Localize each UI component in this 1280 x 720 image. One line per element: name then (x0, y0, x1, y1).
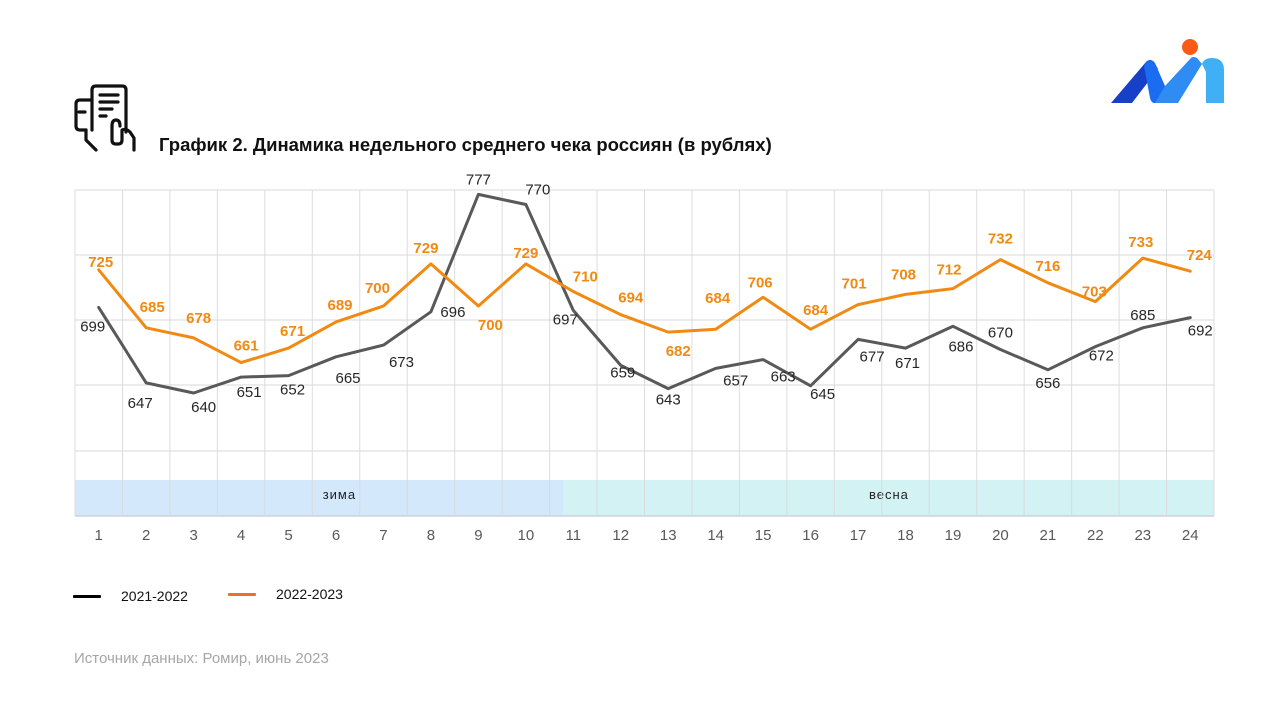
data-label: 651 (237, 384, 262, 401)
x-tick-label: 1 (95, 527, 103, 544)
logo-dot-icon (1182, 39, 1198, 55)
data-label: 700 (365, 280, 390, 297)
x-tick-label: 22 (1087, 527, 1104, 544)
x-tick-label: 16 (802, 527, 819, 544)
data-label: 710 (573, 269, 598, 286)
x-tick-label: 4 (237, 527, 245, 544)
x-tick-label: 7 (379, 527, 387, 544)
data-label: 706 (748, 274, 773, 291)
data-label: 689 (328, 297, 353, 314)
series-line-2022-2023 (97, 256, 1192, 365)
data-label: 682 (666, 343, 691, 360)
data-label: 684 (705, 290, 731, 307)
data-label: 703 (1082, 284, 1107, 301)
data-label: 657 (723, 372, 748, 389)
legend-label: 2021-2022 (121, 588, 188, 604)
data-label: 684 (803, 302, 829, 319)
x-tick-label: 18 (897, 527, 914, 544)
data-label: 708 (891, 266, 916, 283)
data-label: 645 (810, 386, 835, 403)
data-label: 777 (466, 171, 491, 188)
legend-label: 2022-2023 (276, 586, 343, 602)
data-label: 671 (895, 355, 920, 372)
x-tick-label: 9 (474, 527, 482, 544)
data-label: 697 (553, 311, 578, 328)
data-label: 724 (1187, 247, 1213, 264)
data-label: 652 (280, 382, 305, 399)
data-label: 643 (656, 392, 681, 409)
data-label: 678 (186, 310, 211, 327)
data-label: 696 (440, 304, 465, 321)
x-tick-label: 19 (945, 527, 962, 544)
legend-swatch-2022-2023 (228, 592, 256, 596)
legend-swatch-2021-2022 (73, 594, 101, 598)
data-label: 663 (771, 369, 796, 386)
x-tick-label: 14 (707, 527, 724, 544)
data-label: 732 (988, 231, 1013, 248)
x-tick-label: 17 (850, 527, 867, 544)
x-tick-label: 11 (566, 527, 582, 544)
data-label: 672 (1089, 348, 1114, 365)
season-label: зима (323, 487, 356, 502)
x-tick-label: 13 (660, 527, 677, 544)
data-label: 685 (1130, 307, 1155, 324)
data-label: 671 (280, 323, 305, 340)
x-tick-label: 12 (612, 527, 629, 544)
season-band-0 (75, 480, 564, 516)
x-tick-label: 15 (755, 527, 772, 544)
data-label: 700 (478, 317, 503, 334)
data-label: 692 (1188, 323, 1213, 340)
legend-item-2021-2022: 2021-2022 (73, 586, 188, 606)
data-label: 729 (413, 240, 438, 257)
data-label: 659 (610, 364, 635, 381)
x-tick-label: 6 (332, 527, 340, 544)
data-label: 716 (1035, 258, 1060, 275)
x-tick-label: 5 (284, 527, 292, 544)
data-label: 661 (234, 338, 259, 355)
x-tick-label: 23 (1134, 527, 1151, 544)
x-tick-label: 2 (142, 527, 150, 544)
data-label: 677 (860, 348, 885, 365)
receipt-in-hand-icon (72, 82, 140, 154)
data-label: 685 (140, 299, 165, 316)
data-label: 733 (1128, 234, 1153, 251)
data-label: 670 (988, 325, 1013, 342)
x-tick-label: 3 (189, 527, 197, 544)
x-tick-label: 24 (1182, 527, 1199, 544)
data-label: 647 (128, 395, 153, 412)
data-label: 665 (336, 370, 361, 387)
data-label: 701 (842, 276, 867, 293)
data-label: 712 (936, 262, 961, 279)
legend-item-2022-2023: 2022-2023 (228, 584, 343, 604)
data-label: 686 (948, 338, 973, 355)
data-source-note: Источник данных: Ромир, июнь 2023 (74, 650, 329, 667)
data-label: 673 (389, 354, 414, 371)
x-tick-label: 10 (518, 527, 535, 544)
data-label: 656 (1035, 375, 1060, 392)
season-band-1 (563, 480, 1214, 516)
data-label: 640 (191, 399, 216, 416)
data-label: 725 (88, 254, 113, 271)
data-label: 770 (525, 182, 550, 199)
data-label: 729 (513, 245, 538, 262)
data-label: 694 (618, 290, 644, 307)
chart-title: График 2. Динамика недельного среднего ч… (159, 134, 772, 155)
romir-logo (1108, 36, 1228, 108)
series-line-2021-2022 (97, 192, 1192, 395)
x-tick-label: 8 (427, 527, 435, 544)
x-tick-label: 20 (992, 527, 1009, 544)
season-label: весна (869, 487, 909, 502)
data-label: 699 (80, 318, 105, 335)
x-tick-label: 21 (1040, 527, 1057, 544)
